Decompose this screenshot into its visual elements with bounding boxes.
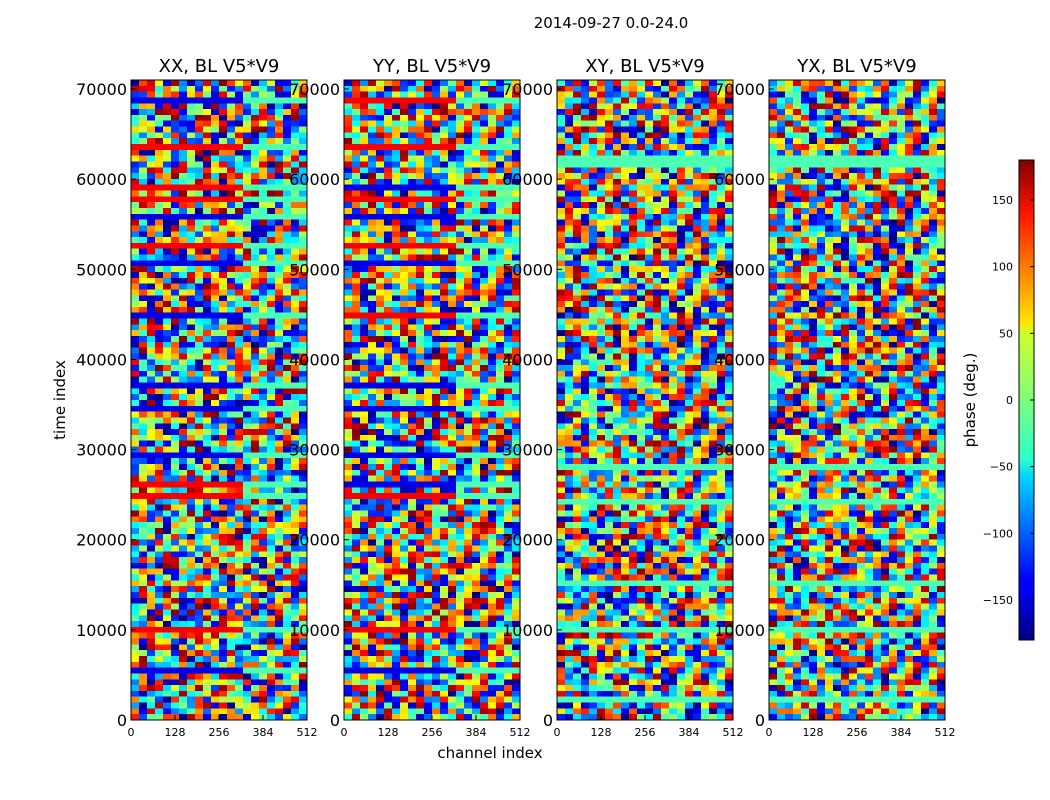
y-tick-label: 20000 — [502, 531, 553, 550]
colorbar: phase (deg.) −150 −100 −50 0 50 100 150 — [961, 159, 1035, 641]
y-tick-label: 70000 — [289, 80, 340, 99]
panel-3: XY, BL V5*V9 0 128 256 384 512 0 10000 20000 3000… — [502, 56, 743, 739]
x-axis-label: channel index — [437, 744, 542, 762]
y-tick-label: 40000 — [289, 350, 340, 369]
x-tick-label: 0 — [766, 726, 773, 739]
heatmap-image — [344, 80, 520, 720]
colorbar-tick-label: 100 — [992, 261, 1013, 274]
y-tick-label: 0 — [543, 711, 553, 730]
y-tick-label: 0 — [755, 711, 765, 730]
y-tick-label: 40000 — [76, 350, 127, 369]
y-tick-label: 60000 — [714, 170, 765, 189]
x-tick-label: 128 — [803, 726, 824, 739]
y-tick-label: 0 — [330, 711, 340, 730]
heatmap-image — [769, 80, 945, 720]
x-tick-label: 128 — [165, 726, 186, 739]
colorbar-tick-label: −50 — [990, 461, 1013, 474]
x-tick-label: 256 — [422, 726, 443, 739]
panel-4: YX, BL V5*V9 0 128 256 384 512 0 10000 20000 3000… — [714, 56, 955, 739]
y-tick-label: 70000 — [714, 80, 765, 99]
y-tick-label: 40000 — [502, 350, 553, 369]
y-tick-label: 30000 — [289, 441, 340, 460]
y-tick-label: 10000 — [714, 621, 765, 640]
colorbar-label: phase (deg.) — [961, 353, 979, 448]
heatmap-panels: XX, BL V5*V9 0 128 256 384 512 0 10000 20000 3000… — [76, 56, 955, 739]
y-tick-label: 10000 — [502, 621, 553, 640]
y-tick-label: 20000 — [714, 531, 765, 550]
colorbar-tick-label: −100 — [983, 527, 1013, 540]
panel-title: XX, BL V5*V9 — [159, 56, 280, 77]
y-tick-label: 70000 — [502, 80, 553, 99]
colorbar-tick-label: 150 — [992, 194, 1013, 207]
x-tick-label: 384 — [253, 726, 274, 739]
x-tick-label: 384 — [891, 726, 912, 739]
y-tick-label: 30000 — [714, 441, 765, 460]
colorbar-ticks: −150 −100 −50 0 50 100 150 — [983, 194, 1034, 607]
x-tick-label: 0 — [341, 726, 348, 739]
y-tick-label: 20000 — [289, 531, 340, 550]
y-tick-label: 60000 — [289, 170, 340, 189]
y-tick-label: 50000 — [289, 260, 340, 279]
x-tick-label: 128 — [378, 726, 399, 739]
panel-1: XX, BL V5*V9 0 128 256 384 512 0 10000 20000 3000… — [76, 56, 317, 739]
panel-title: YY, BL V5*V9 — [372, 56, 491, 77]
y-tick-label: 40000 — [714, 350, 765, 369]
x-tick-label: 256 — [847, 726, 868, 739]
y-tick-label: 70000 — [76, 80, 127, 99]
x-tick-label: 384 — [679, 726, 700, 739]
y-tick-label: 10000 — [289, 621, 340, 640]
y-axis-label: time index — [51, 360, 69, 440]
panel-title: YX, BL V5*V9 — [796, 56, 916, 77]
panel-2: YY, BL V5*V9 0 128 256 384 512 0 10000 20000 3000… — [289, 56, 530, 739]
x-tick-label: 256 — [209, 726, 230, 739]
y-tick-label: 30000 — [502, 441, 553, 460]
figure-title: 2014-09-27 0.0-24.0 — [534, 14, 689, 32]
y-tick-label: 20000 — [76, 531, 127, 550]
x-tick-label: 512 — [935, 726, 956, 739]
x-tick-label: 0 — [128, 726, 135, 739]
x-tick-label: 128 — [591, 726, 612, 739]
x-tick-label: 512 — [297, 726, 318, 739]
x-tick-label: 0 — [554, 726, 561, 739]
y-tick-label: 50000 — [714, 260, 765, 279]
y-tick-label: 50000 — [502, 260, 553, 279]
x-tick-label: 256 — [635, 726, 656, 739]
y-tick-label: 0 — [117, 711, 127, 730]
heatmap-image — [557, 80, 733, 720]
colorbar-tick-label: 50 — [999, 327, 1013, 340]
y-tick-label: 60000 — [502, 170, 553, 189]
y-tick-label: 30000 — [76, 441, 127, 460]
y-tick-label: 60000 — [76, 170, 127, 189]
panel-title: XY, BL V5*V9 — [585, 56, 704, 77]
x-tick-label: 512 — [723, 726, 744, 739]
heatmap-image — [131, 80, 307, 720]
colorbar-tick-label: 0 — [1006, 394, 1013, 407]
x-tick-label: 384 — [466, 726, 487, 739]
y-tick-label: 50000 — [76, 260, 127, 279]
y-tick-label: 10000 — [76, 621, 127, 640]
colorbar-tick-label: −150 — [983, 594, 1013, 607]
x-tick-label: 512 — [510, 726, 531, 739]
